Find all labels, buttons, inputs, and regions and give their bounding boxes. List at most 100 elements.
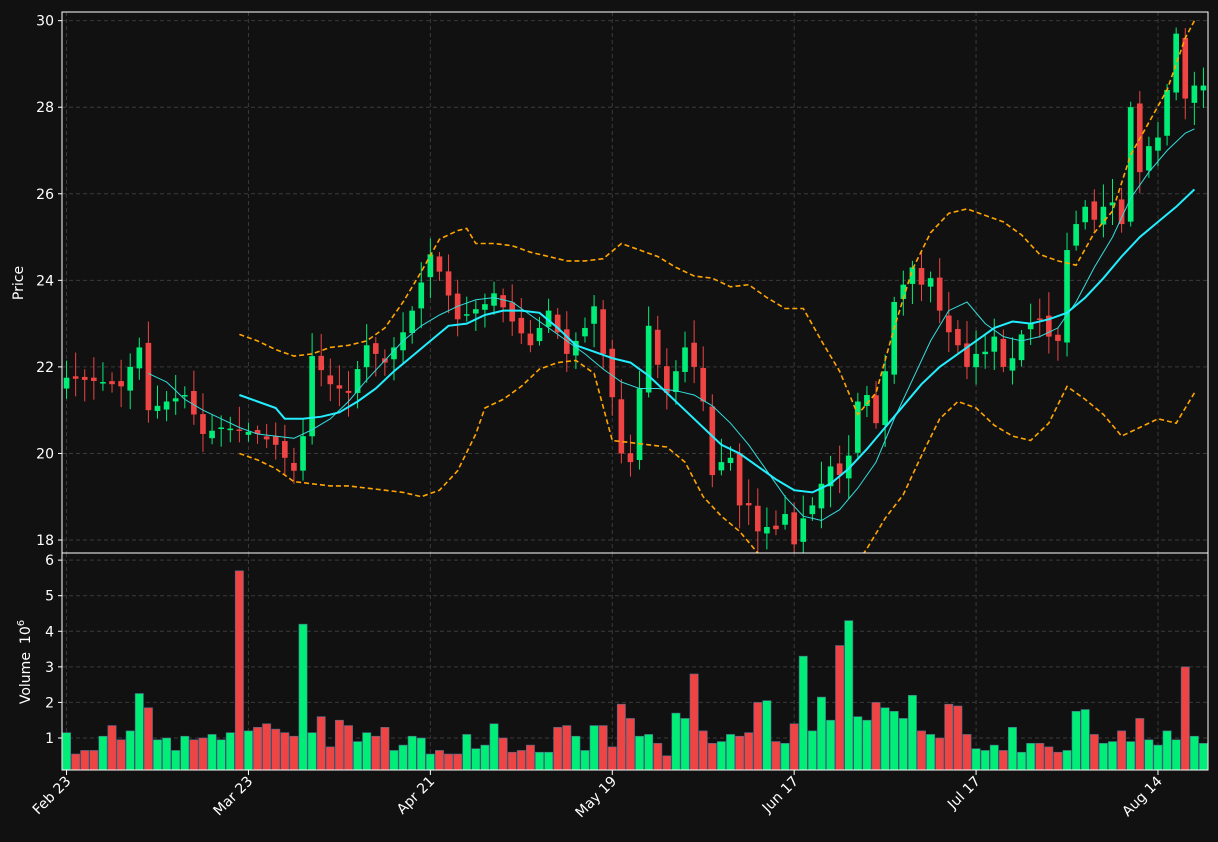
candle-body [391,347,397,360]
volume-bar [207,734,217,771]
candle-body [873,395,879,424]
volume-tick-label: 3 [45,660,54,676]
candle-body [891,301,898,375]
volume-axis-label: Volume106 [16,620,34,704]
volume-bar [1026,743,1036,771]
volume-bar [835,645,845,771]
volume-bar [1089,734,1099,771]
volume-bar [307,732,317,771]
volume-bar [1162,730,1172,771]
volume-bar [826,719,835,771]
sma-line [239,188,1196,494]
volume-bar [753,702,763,771]
candle-body [636,388,643,461]
candle-body [627,453,634,463]
volume-bar [671,712,681,771]
candle-body [909,267,916,284]
candle-body [727,457,734,464]
volume-bar [662,755,672,771]
volume-bar [380,727,390,771]
candle-body [1200,85,1207,91]
candle-body [282,441,288,458]
candle-body [345,390,352,393]
volume-bar [253,727,262,771]
candle-body [181,395,188,397]
volume-bar [1108,741,1117,771]
candle-body [582,327,588,337]
volume-bar [1199,743,1208,771]
candlesticks [63,27,1207,553]
volume-bar [525,744,535,771]
sma-line [148,128,1195,522]
candle-body [1100,206,1107,225]
volume-bar [1117,730,1127,771]
price-tick-label: 22 [36,360,54,376]
candle-body [682,347,688,372]
volume-bar [325,746,335,771]
volume-bar [1053,751,1063,771]
volume-bar [1071,711,1081,771]
volume-bar [98,735,108,771]
price-axis-ticks: 18 20 22 24 26 28 30 [36,14,62,549]
volume-bar [435,750,444,771]
volume-bar [180,735,190,771]
candle-body [145,342,152,411]
candle-body [918,268,925,285]
volume-bar [1008,727,1017,771]
candle-body [1027,323,1034,330]
volume-bar [462,734,472,771]
candle-body [1073,224,1079,246]
volume-bar [1189,735,1199,771]
volume-bar [889,711,899,771]
volume-bar [735,735,745,771]
volume-tick-label: 1 [45,731,54,747]
volume-bar [62,732,71,771]
candle-body [645,325,652,393]
candle-body [1191,85,1198,103]
price-tick-label: 20 [36,446,54,462]
volume-bar [398,744,408,771]
candle-body [327,375,334,385]
volume-bar [1062,750,1072,771]
volume-bar [871,702,881,771]
candle-body [673,371,679,393]
candle-body [591,306,597,324]
candle-body [782,514,788,525]
volume-tick-label: 2 [45,695,54,711]
volume-bar [489,723,499,771]
candle-body [1064,250,1070,343]
candle-body [864,395,870,407]
candle-body [172,398,179,402]
candle-body [254,430,261,434]
candle-body [1182,37,1189,99]
volume-bar [817,696,826,771]
upper-band-line [239,20,1196,417]
candle-body [473,309,479,314]
volume-bar [453,753,463,771]
candle-body [927,278,934,287]
candle-body [1055,334,1061,341]
volume-bar [407,735,417,771]
volume-bar [353,741,363,771]
candle-body [227,428,234,431]
candle-body [191,390,197,415]
candle-body [1091,201,1098,220]
candle-body [573,340,579,356]
volume-bar [298,623,308,771]
volume-bar [334,719,344,771]
volume-bar [544,751,554,771]
candle-body [372,343,379,354]
candle-body [500,295,506,308]
candle-body [436,256,443,272]
volume-bar [598,725,608,771]
volume-bar [80,750,90,771]
volume-bar [507,751,517,771]
volume-bar [789,723,799,771]
volume-bar [262,723,272,771]
candle-body [1000,338,1007,367]
volume-bar [1044,746,1054,771]
volume-bar [362,732,372,771]
volume-bar [616,703,626,771]
